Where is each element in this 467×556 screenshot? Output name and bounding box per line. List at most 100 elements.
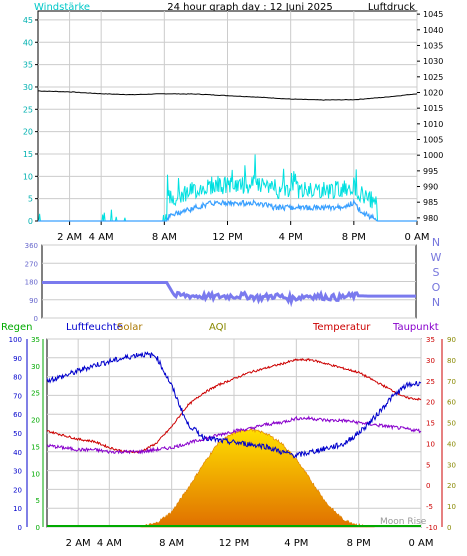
humidity-tick-label: 60 [13,411,22,419]
aqi-tick-label: 80 [447,357,456,365]
humidity-tick-label: 0 [18,524,22,532]
legend-humidity: Luftfeuchte [66,322,123,333]
temperature-line [46,357,422,454]
wind-x-axis: 2 AM 4 AM 8 AM 12 PM 4 PM 8 PM 0 AM [57,221,430,243]
environment-panel: Regen Luftfeuchte Solar AQI Temperatur T… [1,322,456,549]
pressure-tick-label: 1045 [423,10,443,19]
wind-tick-label: 5 [28,195,33,204]
wind-tick-label: 15 [23,150,33,159]
humidity-tick-label: 70 [13,392,22,400]
pressure-tick-label: 985 [423,198,438,207]
direction-series-layer [42,281,416,308]
environment-x-axis: 2 AM 4 AM 8 AM 12 PM 4 PM 8 PM 0 AM [66,538,434,549]
humidity-tick-label: 40 [13,449,22,457]
direction-tick-label: 0 [34,315,38,323]
wind-tick-label: 40 [23,38,33,47]
temperature-tick-label: 35 [426,336,435,344]
temperature-tick-label: 5 [426,461,430,469]
wind-tick-label: 20 [23,128,33,137]
wind-x-label: 2 AM [57,232,82,243]
wind-x-label: 8 PM [342,232,366,243]
aqi-tick-label: 20 [447,482,456,490]
legend-dewpoint: Taupunkt [392,322,439,333]
rain-tick-label: 5 [36,497,40,505]
aqi-tick-label: 10 [447,503,456,511]
chart-title: 24 hour graph day : 12 Juni 2025 [167,2,333,13]
rain-tick-label: 0 [36,524,40,532]
environment-x-label: 8 PM [347,538,371,549]
environment-x-label: 0 AM [408,538,433,549]
compass-label: S [433,266,440,279]
aqi-tick-label: 0 [447,524,451,532]
pressure-tick-label: 980 [423,214,438,223]
wind-tick-label: 10 [23,172,33,181]
environment-x-label: 8 AM [159,538,184,549]
environment-axes: 010203040506070809010005101520253035-10-… [9,336,456,532]
wind-x-label: 0 AM [404,232,429,243]
pressure-axis-label: Luftdruck [368,2,415,13]
solar-area [140,427,375,528]
wind-series-layer [38,90,418,222]
temperature-tick-label: -5 [426,503,433,511]
pressure-right-axis: 980 985 990 995 1000 1005 1010 1015 1020 1025 1030… [417,10,443,223]
aqi-tick-label: 50 [447,420,456,428]
aqi-tick-label: 30 [447,461,456,469]
pressure-tick-label: 1005 [423,136,443,145]
aqi-tick-label: 90 [447,336,456,344]
environment-series-layer [46,351,422,527]
environment-x-label: 4 AM [97,538,122,549]
wind-left-axis: 0 5 10 15 20 25 30 35 40 45 [23,16,38,226]
humidity-tick-label: 90 [13,355,22,363]
rain-tick-label: 10 [31,470,40,478]
legend-aqi: AQI [209,322,227,333]
temperature-tick-label: -10 [426,524,437,532]
temperature-tick-label: 30 [426,357,435,365]
wind-x-label: 8 AM [152,232,177,243]
environment-x-label: 2 AM [66,538,91,549]
wind-tick-label: 30 [23,83,33,92]
pressure-tick-label: 990 [423,183,438,192]
wind-tick-label: 0 [28,217,33,226]
pressure-tick-label: 1000 [423,151,443,160]
direction-tick-label: 360 [25,242,38,250]
temperature-tick-label: 25 [426,378,435,386]
compass-label: N [432,236,440,249]
humidity-tick-label: 20 [13,486,22,494]
pressure-tick-label: 1010 [423,120,443,129]
wind-x-label: 12 PM [212,232,243,243]
solar-area-layer [140,427,375,528]
pressure-tick-label: 1030 [423,57,443,66]
wind-tick-label: 25 [23,105,33,114]
wind-x-label: 4 PM [279,232,303,243]
humidity-tick-label: 50 [13,430,22,438]
humidity-tick-label: 30 [13,468,22,476]
legend-solar: Solar [117,322,143,333]
wind-average-line [38,198,417,222]
pressure-tick-label: 1025 [423,73,443,82]
wind-axis-label: Windstärke [34,2,90,13]
rain-tick-label: 15 [31,443,40,451]
humidity-line [46,351,422,459]
humidity-tick-label: 10 [13,505,22,513]
temperature-tick-label: 10 [426,440,435,448]
wind-direction-line [42,281,416,308]
pressure-tick-label: 995 [423,167,438,176]
rain-tick-label: 20 [31,417,40,425]
pressure-tick-label: 1035 [423,41,443,50]
pressure-tick-label: 1015 [423,104,443,113]
direction-tick-label: 270 [25,260,38,268]
rain-tick-label: 25 [31,390,40,398]
rain-tick-label: 30 [31,363,40,371]
direction-left-axis: 0 90 180 270 360 [25,242,38,323]
temperature-tick-label: 20 [426,399,435,407]
environment-x-label: 4 PM [284,538,308,549]
aqi-tick-label: 40 [447,440,456,448]
humidity-tick-label: 100 [9,336,22,344]
direction-tick-label: 180 [25,279,38,287]
temperature-tick-label: 0 [426,482,430,490]
compass-label: O [432,281,441,294]
